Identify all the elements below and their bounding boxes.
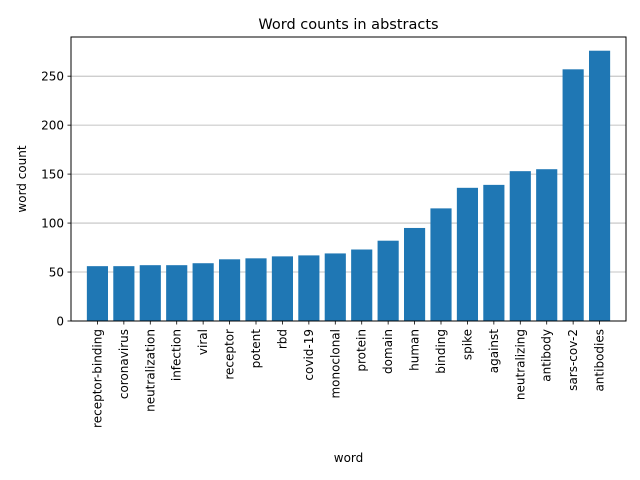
y-axis-title: word count (15, 145, 29, 212)
bar-covid-19 (298, 255, 320, 321)
bars (86, 50, 611, 322)
bar-spike (456, 187, 478, 321)
bar-rbd (271, 256, 293, 321)
x-tick-label: antibody (540, 329, 554, 382)
bar-against (483, 184, 505, 321)
x-axis-title: word (334, 451, 364, 465)
x-tick-label: human (408, 329, 422, 371)
x-tick-label: neutralization (143, 329, 157, 412)
bar-domain (377, 240, 399, 321)
bar-monoclonal (324, 253, 346, 321)
x-tick-label: coronavirus (117, 329, 131, 399)
x-axis-ticks: receptor-binding coronavirus neutralizatio… (90, 321, 607, 428)
bar-binding (430, 208, 452, 321)
x-tick-label: protein (355, 329, 369, 372)
x-tick-label: viral (196, 329, 210, 355)
x-tick-label: monoclonal (328, 329, 342, 399)
y-tick-label: 200 (41, 119, 64, 133)
x-tick-label: rbd (275, 329, 289, 349)
y-tick-label: 50 (49, 266, 64, 280)
y-tick-label: 100 (41, 217, 64, 231)
x-tick-label: infection (170, 329, 184, 381)
y-axis-ticks: 0 50 100 150 200 250 (41, 70, 71, 329)
x-tick-label: spike (460, 329, 474, 360)
y-tick-label: 150 (41, 168, 64, 182)
x-tick-label: domain (381, 329, 395, 374)
plot-frame (70, 36, 627, 322)
bar-antibodies (589, 50, 611, 321)
x-tick-label: receptor-binding (90, 329, 104, 428)
y-tick-label: 250 (41, 70, 64, 84)
bar-neutralization (139, 265, 161, 321)
x-tick-label: potent (249, 329, 263, 369)
bar-receptor-binding (86, 266, 108, 321)
bar-protein (351, 249, 373, 321)
bar-receptor (219, 259, 241, 321)
x-tick-label: neutralizing (513, 329, 527, 400)
x-tick-label: against (487, 329, 501, 374)
chart-title: Word counts in abstracts (258, 17, 438, 33)
bar-potent (245, 258, 267, 321)
bar-coronavirus (113, 266, 135, 321)
bar-sars-cov-2 (562, 69, 584, 322)
x-tick-label: receptor (223, 329, 237, 380)
x-tick-label: covid-19 (302, 329, 316, 381)
x-tick-label: sars-cov-2 (566, 329, 580, 391)
x-tick-label: antibodies (593, 329, 607, 392)
bar-viral (192, 263, 214, 321)
x-tick-label: binding (434, 329, 448, 374)
y-tick-label: 0 (56, 315, 64, 329)
bar-antibody (536, 169, 558, 321)
bar-neutralizing (509, 171, 531, 321)
bar-infection (166, 265, 188, 321)
bar-human (404, 227, 426, 321)
